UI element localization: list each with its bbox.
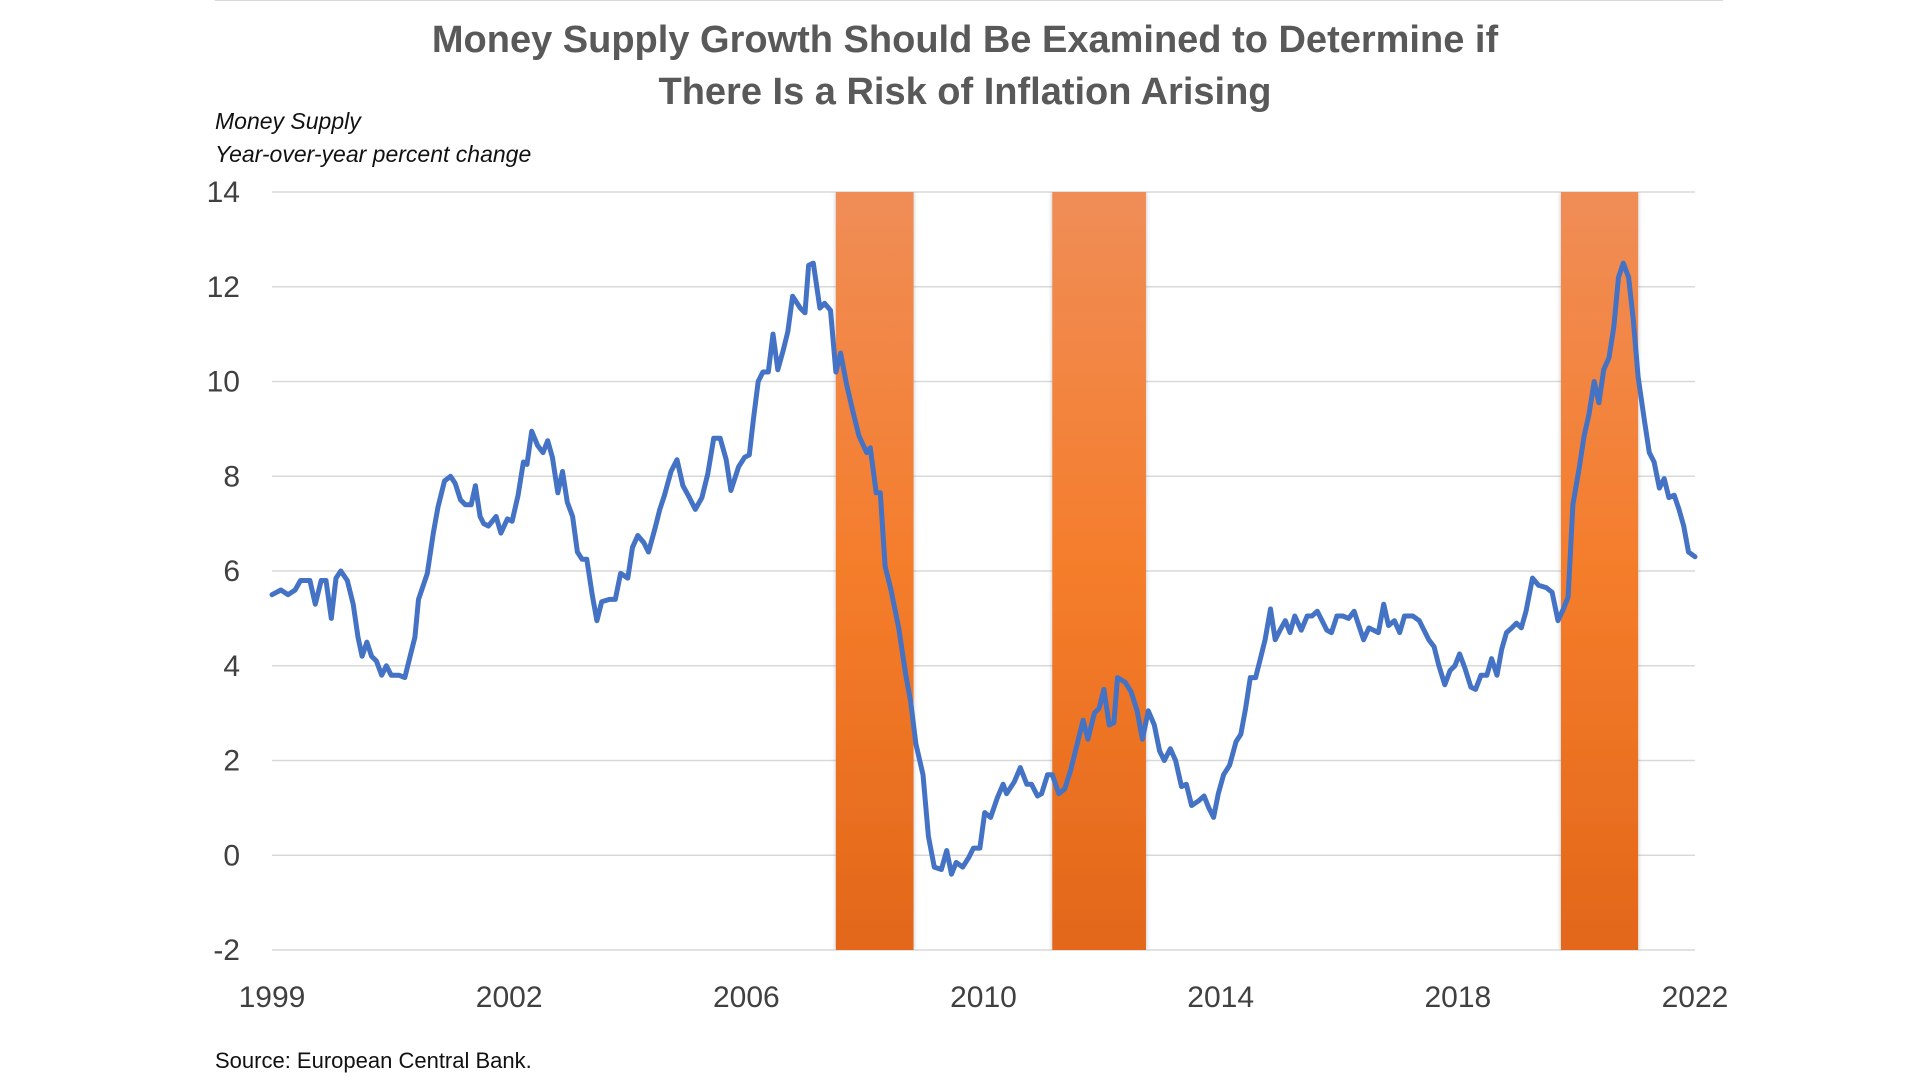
x-tick-label: 2006 xyxy=(713,981,780,1014)
y-tick-label: 14 xyxy=(207,176,240,209)
x-tick-label: 2018 xyxy=(1424,981,1491,1014)
recession-band xyxy=(835,192,914,950)
recession-band xyxy=(1561,192,1639,950)
x-tick-label: 2022 xyxy=(1662,981,1729,1014)
chart-title-line-1: Money Supply Growth Should Be Examined t… xyxy=(431,19,1499,61)
y-tick-label: 6 xyxy=(223,555,240,588)
x-tick-label: 2010 xyxy=(950,981,1017,1014)
recession-band xyxy=(1052,192,1146,950)
chart-title-line-2: There Is a Risk of Inflation Arising xyxy=(658,71,1272,113)
y-tick-label: 10 xyxy=(207,366,240,399)
y-tick-label: 2 xyxy=(223,745,240,778)
top-border-line xyxy=(215,0,1723,1)
y-tick-label: -2 xyxy=(213,934,240,967)
y-tick-label: 4 xyxy=(223,650,240,683)
money-supply-line xyxy=(269,260,1698,877)
y-tick-label: 12 xyxy=(207,271,240,304)
y-tick-label: 0 xyxy=(223,839,240,872)
x-tick-label: 2002 xyxy=(476,981,543,1014)
source-note: Source: European Central Bank. xyxy=(215,1048,532,1073)
y-axis-label-line-1: Money Supply xyxy=(215,108,361,134)
x-tick-label: 1999 xyxy=(239,981,306,1014)
y-tick-label: 8 xyxy=(223,460,240,493)
x-tick-label: 2014 xyxy=(1187,981,1254,1014)
y-axis-label-line-2: Year-over-year percent change xyxy=(215,141,532,167)
